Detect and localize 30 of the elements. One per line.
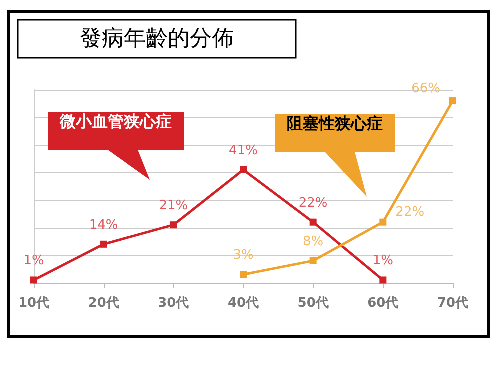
x-tick-label: 70代 <box>437 296 469 311</box>
text: 微小血管狭心症 <box>48 112 184 150</box>
point <box>380 218 387 226</box>
x-tick-label: 60代 <box>368 296 399 311</box>
data-label: 3% <box>233 248 254 264</box>
point <box>310 257 317 264</box>
point <box>170 222 178 229</box>
data-label: 8% <box>303 234 324 250</box>
point <box>380 276 387 284</box>
x-tick-label: 30代 <box>158 296 190 311</box>
point <box>310 218 317 226</box>
x-tick-label: 20代 <box>88 296 120 311</box>
data-label: 21% <box>159 198 188 214</box>
point <box>450 98 456 105</box>
point <box>240 271 247 278</box>
data-label: 22% <box>396 204 425 220</box>
data-label: 1% <box>24 254 44 269</box>
data-label: 14% <box>89 218 118 233</box>
data-label: 41% <box>229 143 258 158</box>
point <box>30 276 38 284</box>
point <box>240 166 247 174</box>
x-tick-label: 40代 <box>228 296 260 311</box>
data-label: 22% <box>298 196 328 211</box>
chart-title: 發病年齡的分佈 <box>80 26 234 52</box>
data-label: 1% <box>372 254 394 269</box>
data-label: 66% <box>412 82 440 97</box>
point <box>100 240 108 248</box>
text: 阻塞性狭心症 <box>275 114 395 152</box>
x-tick-label: 50代 <box>298 296 329 311</box>
x-tick-label: 10代 <box>18 296 50 311</box>
